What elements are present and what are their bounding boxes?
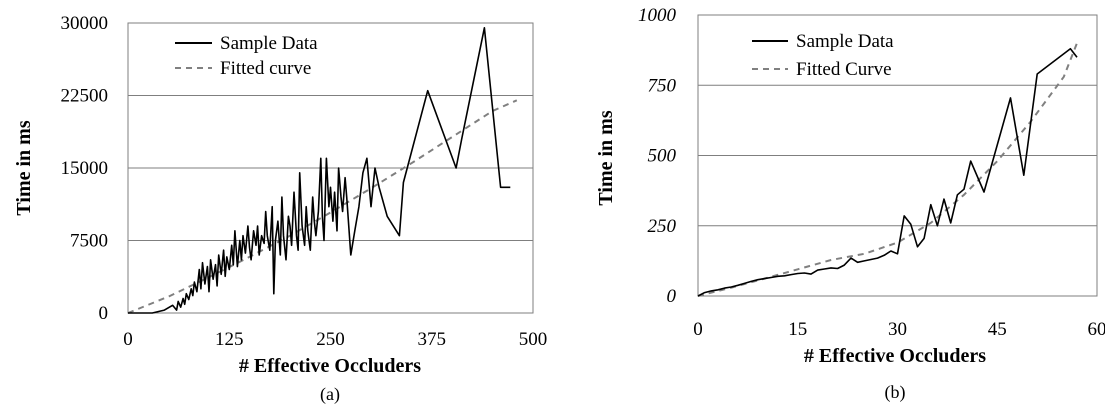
chart-a-y-tick-label: 22500: [61, 86, 109, 107]
chart-b-x-tick-label: 60: [1088, 319, 1105, 340]
chart-b-y-tick-label: 0: [667, 286, 677, 307]
chart-a-legend: Sample Data Fitted curve: [175, 33, 318, 79]
chart-a-gridlines: [128, 95, 533, 241]
chart-b-y-tick-label: 750: [648, 75, 677, 96]
chart-a-caption: (a): [320, 384, 340, 405]
chart-b-legend-fitted-label: Fitted Curve: [796, 59, 892, 80]
chart-b-caption: (b): [885, 382, 906, 403]
chart-b-plot-border: [697, 14, 1098, 297]
chart-a-x-tick-label: 375: [418, 329, 447, 350]
chart-a-x-axis-title: # Effective Occluders: [239, 355, 421, 377]
chart-b-series: [697, 42, 1078, 297]
chart-b-x-tick-label: 0: [693, 319, 703, 340]
chart-b-y-axis-title: Time in ms: [595, 110, 617, 205]
chart-a-y-tick-label: 7500: [70, 231, 108, 252]
chart-b-y-tick-labels: 0 250 500 750 1000: [638, 5, 677, 307]
chart-b-gridlines: [698, 84, 1097, 227]
chart-b-legend-sample-label: Sample Data: [796, 31, 894, 52]
chart-a-x-tick-label: 0: [123, 329, 133, 350]
chart-b-legend: Sample Data Fitted Curve: [752, 31, 894, 80]
chart-a-y-tick-label: 0: [99, 303, 109, 324]
chart-b-x-tick-label: 45: [988, 319, 1007, 340]
chart-a-x-tick-label: 125: [215, 329, 244, 350]
chart-a-y-tick-label: 15000: [61, 158, 109, 179]
chart-a-y-tick-label: 30000: [61, 13, 109, 34]
chart-a-series-sample-data: [128, 26, 511, 314]
chart-b-x-axis-title: # Effective Occluders: [804, 345, 986, 367]
chart-a: 0 7500 15000 22500 30000 0 125 250 375 500 Sampl…: [13, 13, 547, 405]
chart-b-x-tick-labels: 0 15 30 45 60: [693, 319, 1105, 340]
chart-a-x-tick-label: 250: [316, 329, 345, 350]
chart-a-series: [127, 26, 518, 314]
chart-b: 0 250 500 750 1000 0 15 30 45 60 Sample Data Fit…: [595, 5, 1105, 403]
chart-b-x-tick-label: 30: [888, 319, 907, 340]
chart-b-y-tick-label: 250: [648, 216, 677, 237]
chart-b-series-fitted-curve: [697, 42, 1078, 297]
chart-a-x-tick-label: 500: [519, 329, 548, 350]
chart-a-x-tick-labels: 0 125 250 375 500: [123, 329, 547, 350]
chart-a-y-axis-title: Time in ms: [13, 120, 35, 215]
chart-a-plot-border: [127, 22, 534, 314]
chart-b-y-tick-label: 500: [648, 146, 677, 167]
chart-a-series-fitted-curve: [127, 99, 518, 314]
chart-a-legend-fitted-label: Fitted curve: [220, 58, 311, 79]
chart-a-legend-sample-label: Sample Data: [220, 33, 318, 54]
chart-b-x-tick-label: 15: [788, 319, 807, 340]
chart-a-y-tick-labels: 0 7500 15000 22500 30000: [61, 13, 109, 324]
chart-b-series-sample-data: [697, 47, 1078, 297]
chart-b-y-tick-label: 1000: [638, 5, 677, 26]
